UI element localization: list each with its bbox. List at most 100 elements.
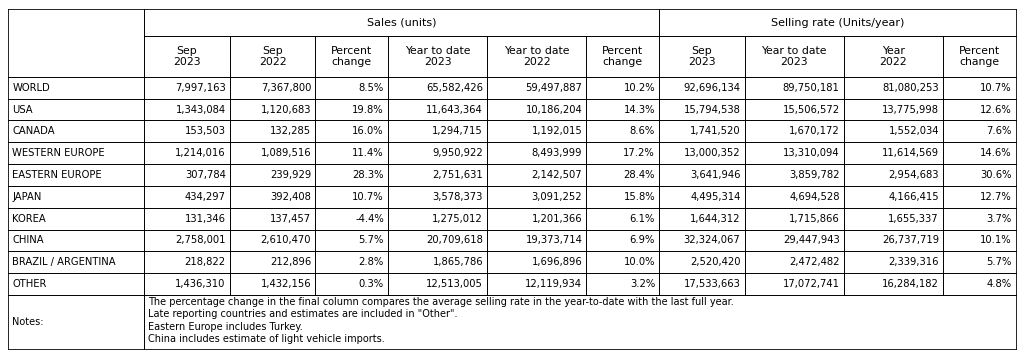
Text: WORLD: WORLD <box>12 83 50 93</box>
Text: 29,447,943: 29,447,943 <box>783 235 840 245</box>
Text: 1,865,786: 1,865,786 <box>432 257 483 267</box>
Text: 0.3%: 0.3% <box>358 279 384 289</box>
Text: 1,275,012: 1,275,012 <box>432 214 483 224</box>
Text: 2,520,420: 2,520,420 <box>690 257 740 267</box>
Text: 17,072,741: 17,072,741 <box>782 279 840 289</box>
Text: Eastern Europe includes Turkey.: Eastern Europe includes Turkey. <box>148 322 303 332</box>
Text: 14.3%: 14.3% <box>624 105 655 115</box>
Text: 1,552,034: 1,552,034 <box>889 126 939 136</box>
Text: KOREA: KOREA <box>12 214 46 224</box>
Text: Sep
2023: Sep 2023 <box>173 46 201 67</box>
Text: 2,954,683: 2,954,683 <box>889 170 939 180</box>
Text: 1,644,312: 1,644,312 <box>690 214 740 224</box>
Text: 26,737,719: 26,737,719 <box>882 235 939 245</box>
Text: 19,373,714: 19,373,714 <box>525 235 583 245</box>
Text: 1,192,015: 1,192,015 <box>531 126 583 136</box>
Text: 13,310,094: 13,310,094 <box>783 148 840 158</box>
Text: OTHER: OTHER <box>12 279 47 289</box>
Text: Year to date
2023: Year to date 2023 <box>404 46 470 67</box>
Text: 5.7%: 5.7% <box>358 235 384 245</box>
Text: 1,201,366: 1,201,366 <box>531 214 583 224</box>
Text: 11.4%: 11.4% <box>352 148 384 158</box>
Text: 10.2%: 10.2% <box>624 83 655 93</box>
Text: 131,346: 131,346 <box>184 214 225 224</box>
Text: 239,929: 239,929 <box>270 170 311 180</box>
Text: 132,285: 132,285 <box>270 126 311 136</box>
Text: 5.7%: 5.7% <box>986 257 1012 267</box>
Text: 89,750,181: 89,750,181 <box>783 83 840 93</box>
Text: 19.8%: 19.8% <box>352 105 384 115</box>
Text: 92,696,134: 92,696,134 <box>683 83 740 93</box>
Text: 10.0%: 10.0% <box>624 257 655 267</box>
Text: Year
2022: Year 2022 <box>880 46 907 67</box>
Text: JAPAN: JAPAN <box>12 192 42 202</box>
Text: 7,367,800: 7,367,800 <box>261 83 311 93</box>
Text: 1,214,016: 1,214,016 <box>175 148 225 158</box>
Text: 2,758,001: 2,758,001 <box>175 235 225 245</box>
Text: 7,997,163: 7,997,163 <box>175 83 225 93</box>
Text: 1,120,683: 1,120,683 <box>261 105 311 115</box>
Text: 2,339,316: 2,339,316 <box>889 257 939 267</box>
Text: 10,186,204: 10,186,204 <box>525 105 583 115</box>
Text: Year to date
2023: Year to date 2023 <box>762 46 827 67</box>
Text: 8.5%: 8.5% <box>358 83 384 93</box>
Text: 65,582,426: 65,582,426 <box>426 83 483 93</box>
Text: 1,436,310: 1,436,310 <box>175 279 225 289</box>
Text: Sales (units): Sales (units) <box>367 18 436 28</box>
Text: 12.6%: 12.6% <box>980 105 1012 115</box>
Text: Year to date
2022: Year to date 2022 <box>504 46 569 67</box>
Text: 1,741,520: 1,741,520 <box>690 126 740 136</box>
Text: 16.0%: 16.0% <box>352 126 384 136</box>
Text: Sep
2022: Sep 2022 <box>259 46 287 67</box>
Text: 1,655,337: 1,655,337 <box>889 214 939 224</box>
Text: 10.1%: 10.1% <box>980 235 1012 245</box>
Text: 1,715,866: 1,715,866 <box>788 214 840 224</box>
Text: 3.2%: 3.2% <box>630 279 655 289</box>
Text: 11,643,364: 11,643,364 <box>426 105 483 115</box>
Text: 2.8%: 2.8% <box>358 257 384 267</box>
Text: 16,284,182: 16,284,182 <box>882 279 939 289</box>
Text: 12,513,005: 12,513,005 <box>426 279 483 289</box>
Text: Percent
change: Percent change <box>602 46 643 67</box>
Text: 11,614,569: 11,614,569 <box>882 148 939 158</box>
Text: BRAZIL / ARGENTINA: BRAZIL / ARGENTINA <box>12 257 116 267</box>
Text: 1,089,516: 1,089,516 <box>260 148 311 158</box>
Text: 28.3%: 28.3% <box>352 170 384 180</box>
Text: 2,751,631: 2,751,631 <box>432 170 483 180</box>
Text: 9,950,922: 9,950,922 <box>432 148 483 158</box>
Text: 4,495,314: 4,495,314 <box>690 192 740 202</box>
Text: 17.2%: 17.2% <box>624 148 655 158</box>
Text: 28.4%: 28.4% <box>624 170 655 180</box>
Text: 15,506,572: 15,506,572 <box>782 105 840 115</box>
Text: 6.1%: 6.1% <box>630 214 655 224</box>
Text: 307,784: 307,784 <box>184 170 225 180</box>
Text: Percent
change: Percent change <box>331 46 372 67</box>
Text: 4.8%: 4.8% <box>986 279 1012 289</box>
Text: 2,142,507: 2,142,507 <box>531 170 583 180</box>
Text: 153,503: 153,503 <box>184 126 225 136</box>
Text: 32,324,067: 32,324,067 <box>684 235 740 245</box>
Text: 3,859,782: 3,859,782 <box>790 170 840 180</box>
Text: 10.7%: 10.7% <box>980 83 1012 93</box>
Text: 8,493,999: 8,493,999 <box>531 148 583 158</box>
Text: 2,472,482: 2,472,482 <box>790 257 840 267</box>
Text: 15,794,538: 15,794,538 <box>684 105 740 115</box>
Text: -4.4%: -4.4% <box>355 214 384 224</box>
Text: 1,670,172: 1,670,172 <box>788 126 840 136</box>
Text: 1,343,084: 1,343,084 <box>175 105 225 115</box>
Text: 12.7%: 12.7% <box>980 192 1012 202</box>
Text: 7.6%: 7.6% <box>986 126 1012 136</box>
Text: CHINA: CHINA <box>12 235 44 245</box>
Text: 30.6%: 30.6% <box>980 170 1012 180</box>
Text: 59,497,887: 59,497,887 <box>525 83 583 93</box>
Text: CANADA: CANADA <box>12 126 55 136</box>
Text: Notes:: Notes: <box>12 317 44 327</box>
Text: 81,080,253: 81,080,253 <box>883 83 939 93</box>
Text: 17,533,663: 17,533,663 <box>684 279 740 289</box>
Text: 3,578,373: 3,578,373 <box>433 192 483 202</box>
Text: 20,709,618: 20,709,618 <box>426 235 483 245</box>
Text: 137,457: 137,457 <box>270 214 311 224</box>
Text: 8.6%: 8.6% <box>630 126 655 136</box>
Text: 4,166,415: 4,166,415 <box>889 192 939 202</box>
Text: 15.8%: 15.8% <box>624 192 655 202</box>
